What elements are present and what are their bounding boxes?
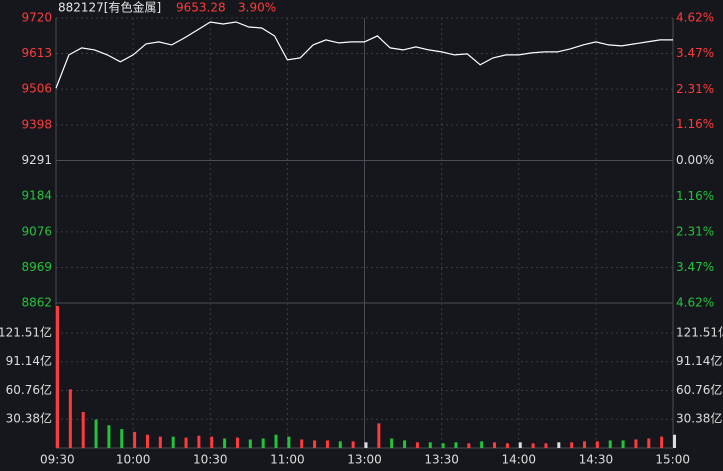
volume-bar: [325, 440, 329, 448]
last-price: 9653.28: [176, 1, 226, 15]
volume-bar: [518, 442, 522, 448]
y-tick-label: 9613: [21, 46, 52, 60]
volume-bar: [441, 443, 445, 448]
volume-bar: [248, 439, 252, 448]
volume-bar: [660, 436, 664, 448]
y2-tick-label: 3.47%: [676, 260, 714, 274]
y-tick-label: 8862: [21, 296, 52, 310]
volume-bar: [158, 436, 162, 448]
x-tick-label: 13:00: [347, 453, 382, 467]
volume-bar: [467, 443, 471, 448]
y2-tick-label: 4.62%: [676, 11, 714, 25]
x-tick-label: 11:00: [270, 453, 305, 467]
price-line: [55, 21, 673, 89]
volume-bar: [223, 438, 227, 448]
volume-bar: [634, 439, 638, 448]
volume-bar: [557, 442, 561, 448]
volume-bar: [544, 443, 548, 448]
volume-bar: [493, 442, 497, 448]
x-tick-label: 14:30: [579, 453, 614, 467]
volume-bar: [210, 436, 214, 448]
volume-tick-label: 121.51亿: [0, 324, 52, 339]
x-tick-label: 13:30: [424, 453, 459, 467]
x-tick-label: 09:30: [40, 453, 75, 467]
volume-bar: [300, 439, 304, 448]
y2-tick-label: 1.16%: [676, 189, 714, 203]
change: 3.90%: [238, 1, 276, 15]
volume-bar: [403, 440, 407, 448]
volume-bar: [647, 438, 651, 448]
volume-tick-label: 30.38亿: [6, 411, 52, 426]
volume-bar: [531, 443, 535, 448]
volume-bar: [377, 423, 381, 448]
volume-bar: [235, 437, 239, 448]
x-tick-label: 10:00: [116, 453, 151, 467]
y2-tick-label: 2.31%: [676, 82, 714, 96]
volume-tick-label-right: 91.14亿: [676, 353, 722, 368]
volume-bar: [454, 442, 458, 448]
volume-bar: [480, 441, 484, 448]
volume-tick-label: 91.14亿: [6, 353, 52, 368]
volume-bar: [145, 434, 149, 448]
x-tick-label: 15:00: [655, 453, 690, 467]
volume-tick-label: 60.76亿: [6, 382, 52, 397]
y2-tick-label: 0.00%: [676, 153, 714, 167]
y-tick-label: 9506: [21, 82, 52, 96]
volume-bar: [94, 419, 98, 448]
volume-bar: [621, 440, 625, 448]
volume-bar: [120, 429, 124, 448]
volume-bar: [570, 442, 574, 448]
y2-tick-label: 1.16%: [676, 117, 714, 131]
volume-bar: [107, 425, 111, 448]
volume-bar: [274, 434, 278, 448]
volume-tick-label-right: 30.38亿: [676, 411, 722, 426]
y2-tick-label: 2.31%: [676, 224, 714, 238]
y2-tick-label: 3.47%: [676, 46, 714, 60]
volume-bar: [364, 442, 368, 448]
volume-bar: [81, 412, 85, 448]
y-tick-label: 9720: [21, 11, 52, 25]
volume-bar: [197, 435, 201, 448]
volume-bar: [583, 441, 587, 448]
chart-title: 882127[有色金属]: [58, 0, 161, 15]
y-tick-label: 9291: [21, 153, 52, 167]
y-tick-label: 8969: [21, 260, 52, 274]
volume-bar: [287, 436, 291, 448]
volume-tick-label-right: 60.76亿: [676, 382, 722, 397]
y-tick-label: 9184: [21, 189, 52, 203]
volume-bar: [313, 440, 317, 448]
y-tick-label: 9398: [21, 117, 52, 131]
x-tick-label: 14:00: [501, 453, 536, 467]
y2-tick-label: 4.62%: [676, 296, 714, 310]
volume-bar: [673, 434, 676, 448]
volume-bar: [261, 438, 265, 448]
volume-bar: [428, 442, 432, 448]
volume-bar: [351, 441, 355, 448]
volume-bar: [608, 440, 612, 448]
volume-bar: [68, 389, 72, 448]
y-tick-label: 9076: [21, 224, 52, 238]
volume-bar: [415, 442, 419, 448]
volume-bar: [505, 443, 509, 448]
volume-bar: [390, 438, 394, 448]
volume-tick-label-right: 121.51亿: [676, 324, 723, 339]
volume-bar: [184, 437, 188, 448]
volume-bar: [595, 441, 599, 448]
volume-bar: [171, 436, 175, 448]
x-tick-label: 10:30: [193, 453, 228, 467]
volume-bar: [133, 431, 137, 448]
volume-bar: [56, 306, 59, 448]
volume-bar: [338, 441, 342, 448]
